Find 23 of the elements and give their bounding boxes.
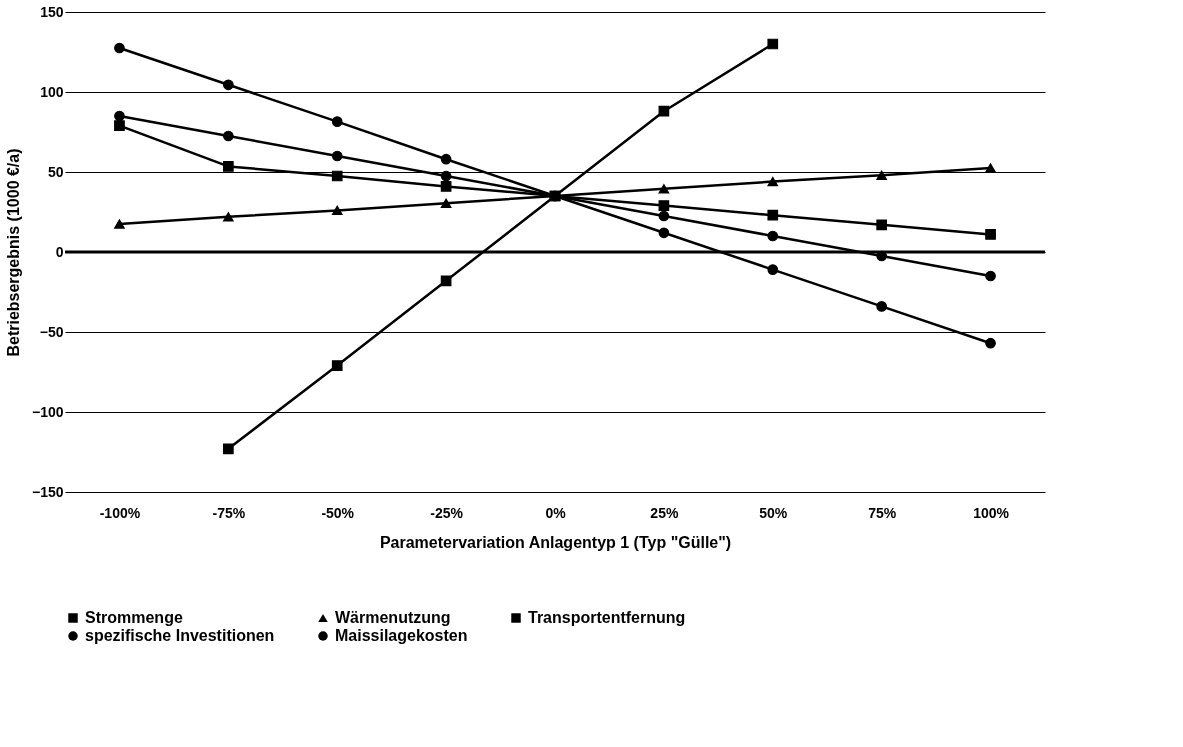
x-tick-label: -100%	[99, 504, 141, 521]
x-tick-label: -25%	[430, 504, 464, 521]
x-tick-label: 75%	[868, 504, 897, 521]
legend-label: Maissilagekosten	[335, 627, 468, 644]
y-tick-label: 100	[40, 83, 64, 100]
y-tick-label: −50	[39, 323, 64, 340]
legend-label: Strommenge	[85, 609, 183, 626]
x-tick-label: 50%	[759, 504, 788, 521]
x-tick-label: -50%	[321, 504, 355, 521]
x-tick-label: 100%	[973, 504, 1010, 521]
y-tick-label: 0	[55, 243, 64, 260]
y-tick-label: 150	[40, 3, 64, 20]
legend-label: Transportentfernung	[528, 609, 686, 626]
x-axis-title: Parametervariation Anlagentyp 1 (Typ "Gülle")	[379, 533, 732, 551]
legend-label: spezifische Investitionen	[85, 627, 275, 644]
x-tick-label: 25%	[650, 504, 679, 521]
x-tick-label: -75%	[212, 504, 246, 521]
y-tick-label: 50	[47, 163, 64, 180]
legend-label: Wärmenutzung	[335, 609, 451, 626]
y-tick-label: −150	[31, 483, 64, 500]
y-tick-label: −100	[31, 403, 64, 420]
x-tick-label: 0%	[545, 504, 567, 521]
y-axis-title: Betriebsergebnis (1000 €/a)	[4, 148, 22, 357]
